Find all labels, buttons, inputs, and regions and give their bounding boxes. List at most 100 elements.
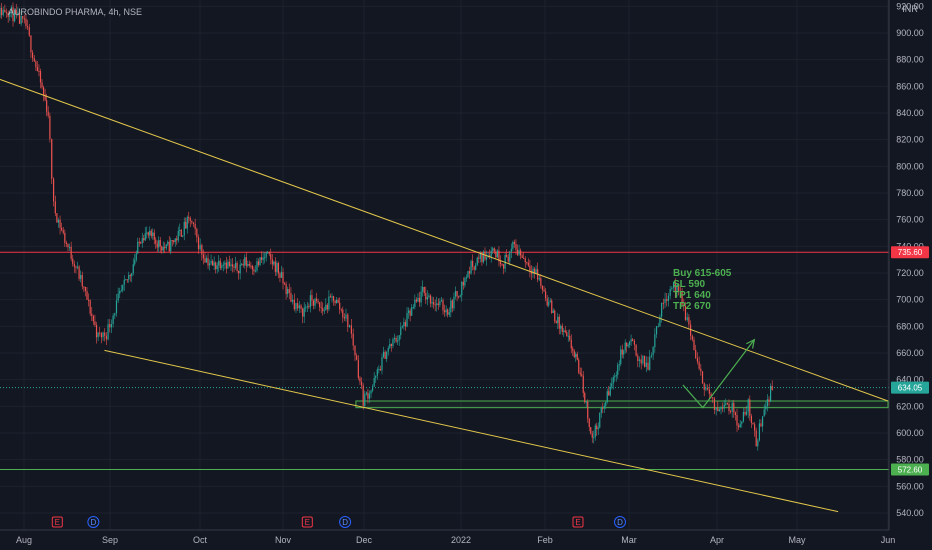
candle-body (334, 300, 336, 304)
projection-path (682, 339, 755, 409)
candle-body (155, 239, 157, 244)
candle-body (437, 303, 439, 305)
candle-body (476, 257, 478, 265)
candle-body (180, 229, 182, 237)
candle-body (612, 377, 614, 384)
candle-body (9, 11, 11, 17)
candle-body (140, 242, 142, 244)
candle-body (290, 293, 292, 302)
candle-body (715, 407, 717, 410)
dividend-marker-label: D (617, 518, 623, 527)
price-tick-label: 840.00 (896, 108, 924, 118)
candle-body (545, 291, 547, 299)
candle-body (713, 398, 716, 410)
candle-body (302, 308, 304, 317)
candle-body (67, 244, 69, 248)
candle-body (253, 269, 255, 272)
candle-body (766, 399, 768, 407)
candle-body (210, 260, 212, 264)
candle-body (298, 305, 300, 309)
candle-body (15, 10, 17, 14)
candle-body (558, 316, 560, 329)
candle-body (288, 288, 290, 294)
candle-body (376, 369, 378, 376)
candle-body (215, 262, 217, 270)
price-tick-label: 640.00 (896, 375, 924, 385)
candle-body (59, 219, 61, 228)
candle-body (349, 325, 351, 328)
candle-body (560, 325, 562, 329)
candle-body (523, 257, 525, 259)
candle-body (633, 340, 635, 345)
candle-body (688, 317, 690, 325)
candle-body (755, 430, 757, 447)
candle-body (662, 302, 664, 304)
candle-body (250, 265, 252, 267)
price-levels (0, 251, 889, 471)
candle-body (615, 374, 617, 377)
candle-body (549, 300, 551, 303)
candle-body (472, 260, 474, 267)
candle-body (314, 298, 316, 306)
candle-body (529, 265, 531, 272)
earnings-marker (301, 516, 313, 528)
candle-body (227, 261, 229, 269)
candle-body (364, 394, 366, 406)
candle-body (757, 440, 759, 447)
annotation-line: SL 590 (673, 279, 705, 290)
annotation-line: TP2 670 (673, 301, 711, 312)
candle-body (191, 220, 193, 223)
candle-body (736, 415, 738, 426)
candle-body (320, 307, 322, 309)
candle-body (177, 230, 179, 241)
candle-body (591, 433, 593, 438)
candle-body (134, 260, 136, 265)
candle-body (2, 9, 4, 16)
candle-body (221, 265, 223, 269)
trendlines (0, 78, 889, 513)
candle-body (38, 70, 40, 72)
candle-body (515, 243, 517, 250)
candle-body (678, 284, 680, 292)
candle-body (365, 392, 367, 395)
candle-body (18, 12, 21, 24)
candle-body (25, 18, 27, 27)
candle-body (671, 287, 673, 289)
candle-body (216, 265, 218, 270)
dividend-marker (339, 516, 352, 528)
candle-body (428, 295, 430, 297)
price-axis[interactable]: 540.00 560.00 580.00 600.00 620.00 640.00 660.… (888, 0, 929, 530)
candle-body (532, 268, 534, 274)
candle-body (462, 281, 464, 286)
candle-body (143, 238, 145, 241)
candle-body (202, 254, 205, 259)
candle-body (493, 248, 495, 252)
candle-body (239, 264, 241, 274)
candle-body (701, 371, 704, 384)
candle-body (693, 339, 695, 350)
candle-body (690, 324, 692, 336)
candle-body (763, 409, 765, 417)
candle-body (51, 139, 53, 179)
candle-body (17, 12, 19, 14)
time-axis[interactable]: Aug Sep Oct Nov Dec 2022 Feb Mar Apr May Jun (0, 529, 895, 545)
candle-body (397, 340, 399, 342)
candle-body (23, 18, 25, 20)
candle-body (270, 253, 272, 260)
candle-body (236, 262, 238, 271)
candle-body (754, 424, 756, 431)
candle-body (360, 381, 363, 386)
candle-body (584, 392, 586, 402)
candle-body (608, 391, 610, 396)
candle-body (614, 376, 616, 378)
candle-body (723, 404, 725, 409)
candle-body (120, 290, 122, 292)
candle-body (414, 299, 416, 308)
candle-body (770, 385, 772, 402)
candle-body (418, 297, 421, 303)
candle-body (199, 245, 201, 250)
candle-body (696, 357, 699, 362)
candle-body (317, 300, 319, 303)
